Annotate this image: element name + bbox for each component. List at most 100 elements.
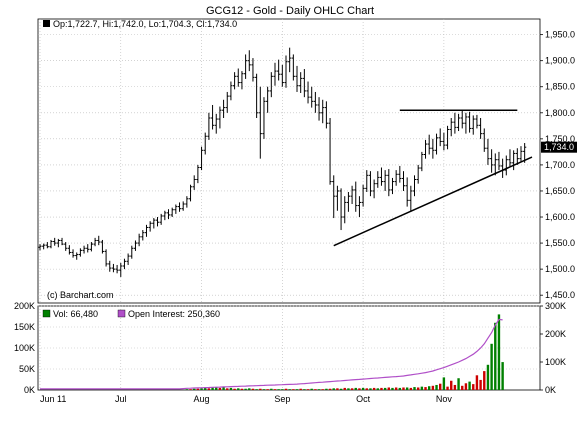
volume-bar <box>339 388 343 390</box>
ohlc-bar <box>64 242 68 251</box>
ohlc-bar <box>126 253 130 265</box>
ohlc-bar <box>357 196 362 218</box>
ohlc-bar <box>515 148 519 165</box>
volume-bar <box>380 387 383 390</box>
price-tick-label: 1,600.0 <box>545 212 575 222</box>
ohlc-bar <box>255 73 259 119</box>
volume-grid <box>38 305 540 390</box>
volume-bar <box>394 387 398 390</box>
volume-bar <box>446 386 449 390</box>
ohlc-bar <box>453 112 457 134</box>
ohlc-bar <box>460 110 464 129</box>
ohlc-bar <box>277 59 281 81</box>
ohlc-bar <box>203 132 207 155</box>
volume-tick-label: 100K <box>14 343 35 353</box>
volume-bar <box>207 388 211 390</box>
ohlc-bar <box>78 248 82 257</box>
volume-bar <box>387 387 391 390</box>
ohlc-bar <box>372 179 376 199</box>
copyright-label: (c) Barchart.com <box>47 290 114 300</box>
ohlc-bar <box>155 217 160 227</box>
ohlc-bar <box>335 185 340 211</box>
volume-bar <box>200 388 203 390</box>
volume-bar <box>189 389 192 390</box>
volume-series <box>185 314 504 390</box>
volume-bar <box>424 387 427 390</box>
ohlc-bar <box>306 81 310 104</box>
volume-bar <box>226 388 229 390</box>
volume-bar <box>490 343 493 390</box>
ohlc-bar <box>122 258 127 270</box>
ohlc-bar <box>416 164 420 184</box>
oi-tick-label: 200K <box>545 329 566 339</box>
oi-tick-label: 100K <box>545 357 566 367</box>
volume-bar <box>347 388 350 390</box>
volume-bar <box>306 389 310 390</box>
ohlc-bar <box>471 115 475 135</box>
ohlc-bar <box>236 68 240 87</box>
volume-bar <box>402 387 405 390</box>
volume-bar <box>321 389 324 390</box>
ohlc-bar <box>266 86 270 113</box>
ohlc-bar <box>493 153 497 176</box>
ohlc-bar <box>310 86 314 108</box>
ohlc-bar <box>423 139 428 159</box>
ohlc-bar <box>53 237 57 246</box>
ohlc-bar <box>482 128 486 152</box>
volume-bar <box>284 388 288 390</box>
open-interest-legend-swatch <box>117 309 126 318</box>
date-tick-label: Nov <box>436 394 453 404</box>
volume-bar <box>383 387 387 390</box>
date-tick-label: Sep <box>274 394 290 404</box>
ohlc-bar <box>218 106 222 129</box>
ohlc-bar <box>144 224 149 237</box>
ohlc-bar <box>390 177 395 195</box>
ohlc-bar <box>86 244 90 253</box>
ohlc-bar <box>196 164 200 184</box>
ohlc-bar <box>449 118 453 137</box>
volume-bar <box>450 380 453 390</box>
ohlc-bar <box>262 97 266 139</box>
ohlc-bar <box>295 65 299 92</box>
volume-bar <box>211 387 214 390</box>
ohlc-bar <box>383 170 387 191</box>
price-tick-label: 1,500.0 <box>545 264 575 274</box>
ohlc-bar <box>163 210 167 221</box>
volume-tick-label: 150K <box>14 322 35 332</box>
ohlc-bar <box>354 181 358 212</box>
ohlc-bar <box>185 196 189 208</box>
ohlc-bar <box>280 64 284 87</box>
ohlc-bar <box>38 244 42 251</box>
volume-bar <box>332 388 335 390</box>
ohlc-bar <box>438 128 442 147</box>
ohlc-bar <box>49 239 53 249</box>
ohlc-bar <box>302 69 306 98</box>
price-legend-swatch <box>43 20 50 27</box>
volume-bar <box>303 389 306 390</box>
date-tick-label: Jul <box>115 394 127 404</box>
ohlc-bar <box>152 218 156 229</box>
ohlc-bar <box>247 50 251 72</box>
ohlc-bar <box>497 151 501 171</box>
ohlc-bar <box>199 146 204 171</box>
ohlc-bar <box>394 170 398 186</box>
ohlc-bar <box>288 47 292 73</box>
volume-bar <box>251 388 255 390</box>
ohlc-bar <box>475 114 479 129</box>
ohlc-bar <box>409 185 413 212</box>
volume-bar <box>427 386 431 390</box>
volume-bar <box>325 388 328 390</box>
volume-bar <box>314 389 317 390</box>
oi-tick-label: 300K <box>545 301 566 311</box>
ohlc-bar <box>170 207 174 218</box>
volume-bar <box>266 389 269 390</box>
ohlc-bar <box>431 138 435 159</box>
volume-bar <box>361 387 365 390</box>
volume-axis-left: 0K 50K 100K 150K 200K <box>14 301 35 395</box>
ohlc-bar <box>313 91 317 113</box>
ohlc-bar <box>442 132 446 151</box>
ohlc-bar <box>67 245 71 255</box>
ohlc-bar <box>104 249 108 267</box>
volume-bar <box>376 388 379 390</box>
